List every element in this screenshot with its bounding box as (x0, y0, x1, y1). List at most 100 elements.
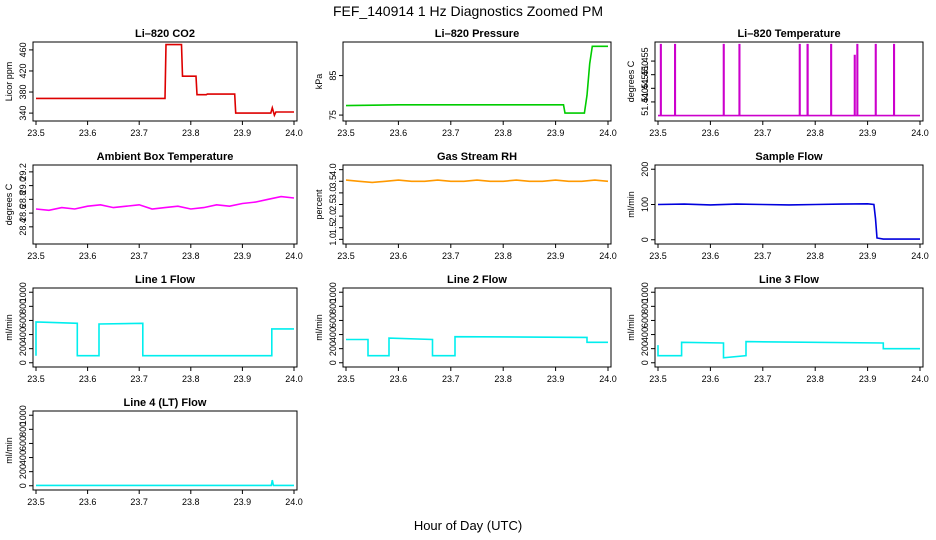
y-tick-label: 600 (18, 436, 28, 451)
y-tick-label: 29.2 (18, 163, 28, 181)
series-line (657, 202, 920, 240)
series-line (345, 179, 609, 184)
series-line (657, 340, 920, 359)
plot-frame (342, 41, 612, 122)
x-tick-label: 24.0 (911, 251, 929, 261)
chart-ambient-box-temperature: Ambient Box Temperature 23.5 23.6 23.7 23.8 2… (4, 151, 303, 261)
y-tick-label: 400 (328, 327, 338, 342)
x-tick-label: 23.7 (754, 128, 772, 138)
x-tick-label: 23.9 (547, 374, 565, 384)
y-tick-label: 600 (328, 313, 338, 328)
series-line (36, 43, 294, 118)
chart-title: Ambient Box Temperature (97, 151, 234, 163)
x-tick-label: 23.8 (494, 128, 512, 138)
chart-sample-flow: Sample Flow 23.5 23.6 23.7 23.8 23.9 24.0 0 100 2… (626, 151, 929, 261)
x-tick-label: 24.0 (285, 497, 303, 507)
chart-li-820-temperature: Li–820 Temperature 23.5 23.6 23.7 23.8 23.9 24… (626, 28, 929, 138)
y-tick-label: 100 (640, 197, 650, 212)
y-axis-label: ml/min (314, 314, 324, 341)
series-line (35, 321, 294, 357)
x-tick-label: 23.5 (649, 374, 667, 384)
y-tick-label: 1.0 (328, 233, 338, 246)
y-tick-label: 340 (18, 106, 28, 121)
chart-title: Li–820 Temperature (737, 28, 840, 40)
x-tick-label: 23.9 (859, 128, 877, 138)
y-tick-label: 51.450 (640, 61, 650, 89)
x-tick-label: 23.7 (130, 497, 148, 507)
y-tick-label: 75 (328, 110, 338, 120)
x-tick-label: 23.6 (702, 374, 720, 384)
plot-frame (342, 164, 612, 245)
y-tick-label: 400 (18, 450, 28, 465)
y-tick-label: 1000 (328, 282, 338, 302)
x-tick-label: 23.5 (27, 128, 45, 138)
y-tick-label: 0 (18, 360, 28, 365)
y-tick-label: 0 (18, 483, 28, 488)
x-tick-label: 23.6 (390, 374, 408, 384)
x-tick-label: 23.9 (234, 374, 252, 384)
x-tick-label: 23.7 (130, 374, 148, 384)
y-tick-label: 29.0 (18, 177, 28, 195)
plot-frame (654, 287, 924, 368)
y-tick-label: 1000 (18, 405, 28, 425)
x-tick-label: 23.8 (182, 374, 200, 384)
y-tick-label: 380 (18, 85, 28, 100)
x-tick-label: 23.5 (649, 251, 667, 261)
x-tick-label: 24.0 (285, 128, 303, 138)
series-line (346, 335, 608, 357)
y-axis-label: percent (314, 189, 324, 220)
x-tick-label: 24.0 (285, 374, 303, 384)
x-tick-label: 23.9 (859, 251, 877, 261)
x-tick-label: 23.6 (79, 497, 97, 507)
x-tick-label: 23.8 (806, 128, 824, 138)
x-tick-label: 23.9 (547, 251, 565, 261)
chart-gas-stream-rh: Gas Stream RH 23.5 23.6 23.7 23.8 23.9 24.0 1.0… (314, 151, 617, 261)
x-tick-label: 24.0 (285, 251, 303, 261)
y-axis-label: ml/min (626, 191, 636, 218)
x-tick-label: 23.9 (234, 497, 252, 507)
y-tick-label: 800 (18, 422, 28, 437)
y-tick-label: 200 (18, 464, 28, 479)
chart-line-1-flow: Line 1 Flow 23.5 23.6 23.7 23.8 23.9 24.0 0 2004… (4, 274, 303, 384)
x-tick-label: 23.7 (130, 128, 148, 138)
y-tick-label: 28.6 (18, 204, 28, 222)
y-tick-label: 0 (328, 360, 338, 365)
x-tick-label: 24.0 (599, 128, 617, 138)
x-tick-label: 23.7 (754, 374, 772, 384)
y-tick-label: 200 (328, 341, 338, 356)
y-axis-label: kPa (314, 74, 324, 90)
y-tick-label: 3.0 (328, 187, 338, 200)
chart-title: Gas Stream RH (437, 151, 517, 163)
y-tick-label: 460 (18, 42, 28, 57)
y-tick-label: 2.5 (328, 198, 338, 211)
page-x-axis-label: Hour of Day (UTC) (413, 518, 523, 533)
x-tick-label: 23.5 (27, 374, 45, 384)
x-tick-label: 23.5 (27, 497, 45, 507)
series-line (35, 195, 295, 212)
x-tick-label: 23.9 (234, 128, 252, 138)
y-tick-label: 4.0 (328, 163, 338, 176)
x-tick-label: 24.0 (911, 128, 929, 138)
y-tick-label: 28.8 (18, 191, 28, 209)
x-tick-label: 24.0 (599, 251, 617, 261)
x-tick-label: 23.7 (442, 251, 460, 261)
plot-frame (32, 41, 298, 122)
y-tick-label: 1000 (18, 282, 28, 302)
x-tick-label: 23.8 (806, 374, 824, 384)
y-tick-label: 400 (640, 327, 650, 342)
chart-title: Line 4 (LT) Flow (124, 397, 207, 409)
x-tick-label: 23.5 (337, 128, 355, 138)
x-tick-label: 23.7 (442, 128, 460, 138)
plot-frame (32, 410, 298, 491)
y-tick-label: 600 (640, 313, 650, 328)
chart-title: Sample Flow (755, 151, 823, 163)
chart-title: Li–820 Pressure (435, 28, 519, 40)
y-tick-label: 400 (18, 327, 28, 342)
chart-title: Li–820 CO2 (135, 28, 195, 40)
x-tick-label: 23.6 (390, 128, 408, 138)
x-tick-label: 23.9 (547, 128, 565, 138)
series-line (345, 45, 608, 114)
x-tick-label: 23.6 (79, 128, 97, 138)
series-line (658, 43, 920, 117)
